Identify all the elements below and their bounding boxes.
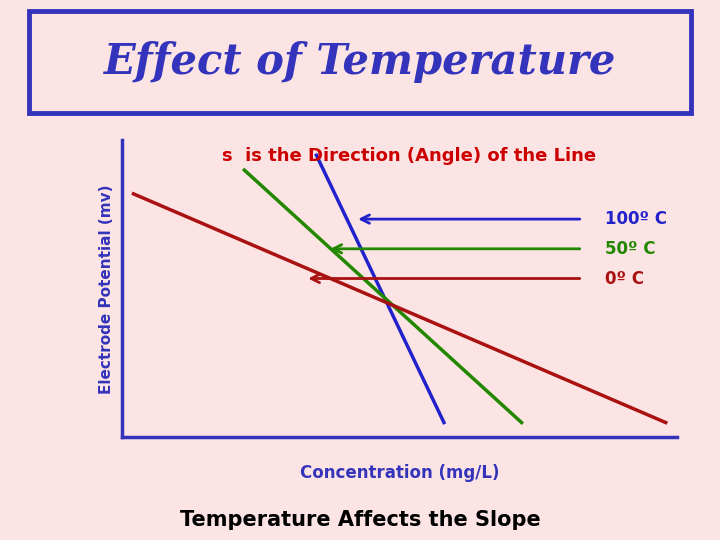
- Y-axis label: Electrode Potential (mv): Electrode Potential (mv): [99, 184, 114, 394]
- Text: 100º C: 100º C: [605, 210, 667, 228]
- Text: Effect of Temperature: Effect of Temperature: [104, 41, 616, 83]
- Text: Temperature Affects the Slope: Temperature Affects the Slope: [179, 510, 541, 530]
- Text: 0º C: 0º C: [605, 269, 644, 287]
- Text: 50º C: 50º C: [605, 240, 655, 258]
- Text: s  is the Direction (Angle) of the Line: s is the Direction (Angle) of the Line: [222, 147, 596, 165]
- Text: Concentration (mg/L): Concentration (mg/L): [300, 464, 500, 482]
